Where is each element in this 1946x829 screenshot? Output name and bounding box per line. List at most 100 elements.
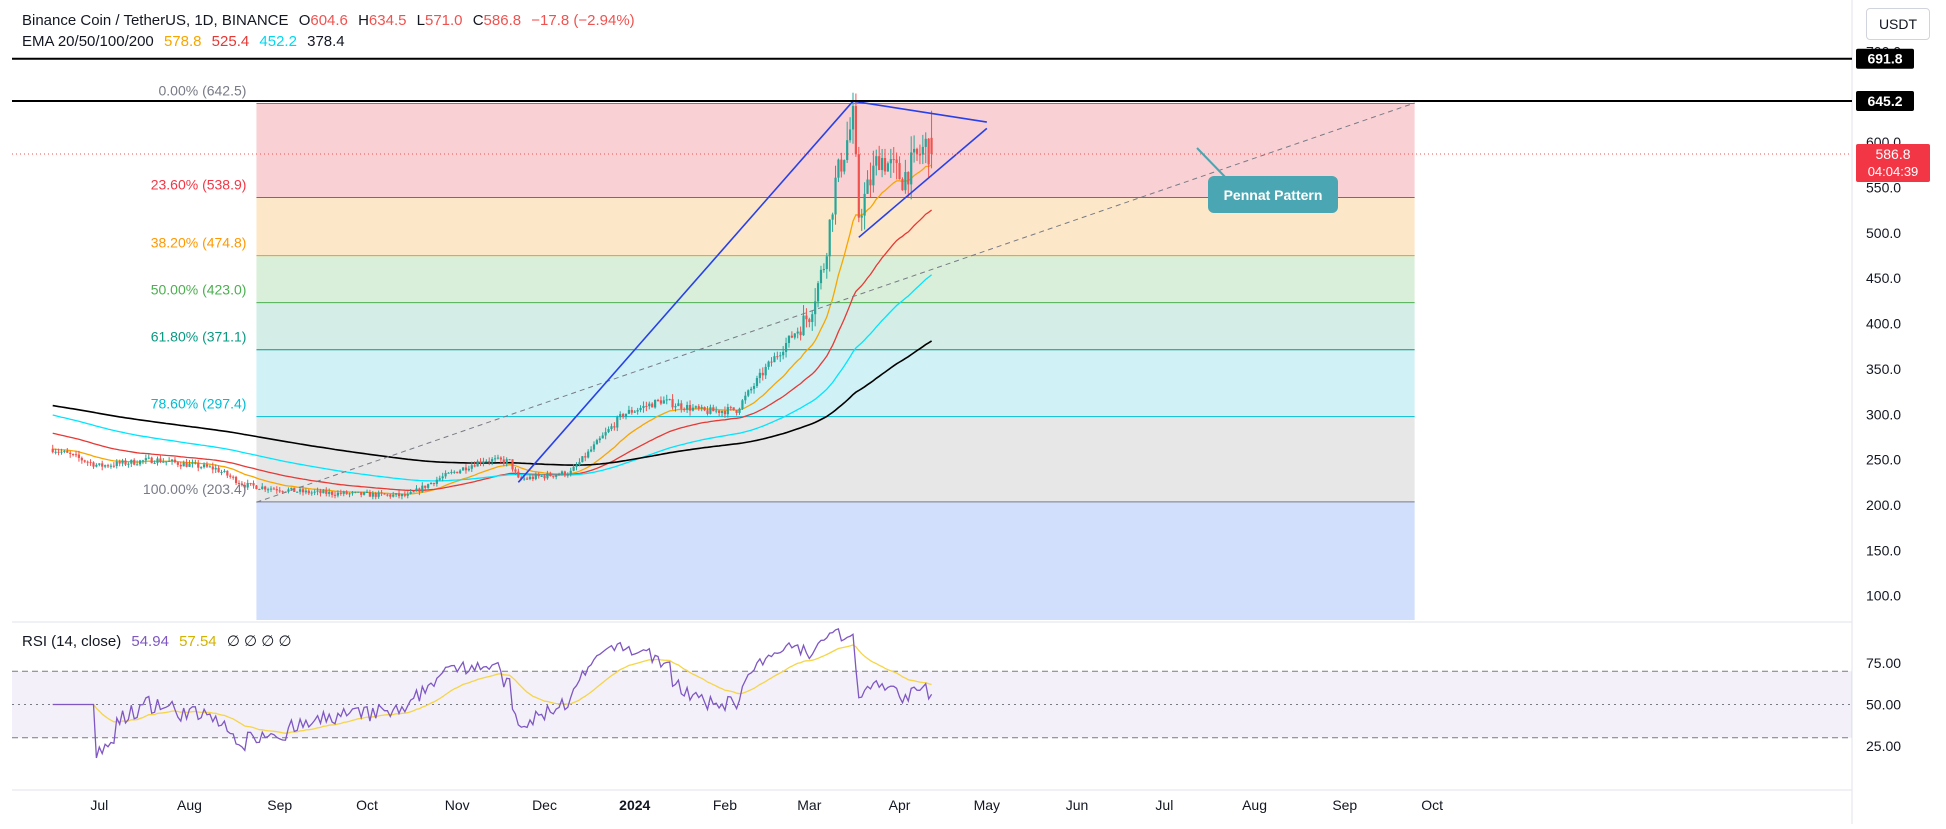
- price-axis[interactable]: 700.0600.0550.0500.0450.0400.0350.0300.0…: [1866, 43, 1901, 603]
- candle: [389, 493, 392, 499]
- pennant-line[interactable]: [858, 127, 988, 238]
- candle: [872, 150, 875, 193]
- candle: [546, 470, 549, 480]
- candle: [360, 491, 363, 498]
- candle: [493, 455, 497, 463]
- candle: [298, 486, 302, 495]
- pennant-callout[interactable]: Pennat Pattern: [1196, 147, 1338, 213]
- candle: [57, 448, 60, 456]
- candle: [459, 469, 462, 474]
- candle: [333, 491, 337, 499]
- candle: [269, 486, 273, 493]
- candle: [616, 415, 619, 432]
- candle: [540, 475, 543, 477]
- countdown-text: 04:04:39: [1868, 164, 1919, 179]
- candle: [354, 491, 357, 494]
- candle: [610, 423, 613, 432]
- candle: [272, 487, 275, 490]
- candle: [799, 326, 802, 341]
- candle: [473, 461, 476, 468]
- candle: [77, 450, 81, 462]
- candle: [656, 398, 660, 402]
- candle: [438, 475, 441, 482]
- rsi-axis[interactable]: 75.00 50.00 25.00: [1866, 655, 1901, 754]
- ema100-value: 452.2: [259, 33, 297, 50]
- fib-zone: [256, 349, 1415, 417]
- candle: [584, 452, 587, 462]
- price-tick-label: 400.0: [1866, 316, 1901, 332]
- candle: [441, 472, 444, 482]
- candle: [176, 461, 179, 468]
- candle: [557, 472, 561, 476]
- candle: [72, 453, 75, 457]
- candle: [313, 489, 316, 496]
- candle: [427, 483, 430, 490]
- candle: [104, 464, 107, 469]
- pennant-line[interactable]: [852, 100, 987, 123]
- candle: [479, 458, 482, 467]
- candle: [709, 404, 712, 415]
- currency-button[interactable]: USDT: [1866, 8, 1930, 40]
- candle: [651, 402, 654, 408]
- candle: [514, 467, 517, 475]
- candle: [572, 464, 575, 472]
- candle: [380, 489, 383, 496]
- candle: [589, 446, 593, 453]
- candle: [659, 396, 663, 406]
- ema50-value: 525.4: [211, 33, 250, 50]
- candle: [837, 158, 840, 183]
- time-tick-label: Sep: [267, 797, 292, 813]
- candle: [630, 406, 633, 415]
- time-tick-label: Sep: [1332, 797, 1357, 813]
- price-tick-label: 550.0: [1866, 179, 1901, 195]
- candle: [488, 457, 491, 466]
- candle: [63, 449, 66, 454]
- candle: [770, 357, 773, 367]
- candle: [819, 265, 823, 290]
- candle: [741, 399, 744, 410]
- candle: [627, 405, 631, 415]
- candle: [415, 485, 418, 492]
- time-tick-label: Apr: [889, 797, 911, 813]
- dashed-trend-line[interactable]: [256, 102, 1415, 503]
- ema-legend[interactable]: EMA 20/50/100/200 578.8 525.4 452.2 378.…: [22, 33, 351, 50]
- candle: [880, 148, 884, 178]
- candle: [814, 288, 817, 327]
- candle: [342, 490, 345, 497]
- horizontal-levels[interactable]: [12, 57, 1852, 102]
- candle: [138, 459, 142, 467]
- impulse-trend-line[interactable]: [517, 100, 854, 483]
- candle: [645, 401, 648, 412]
- time-axis[interactable]: Jul Aug Sep Oct Nov Dec 2024 Feb Mar Apr May Jun Jul…: [90, 797, 1443, 813]
- candle: [301, 486, 305, 496]
- symbol-legend[interactable]: Binance Coin / TetherUS, 1D, BINANCE O60…: [22, 12, 641, 29]
- candle: [208, 464, 211, 468]
- candle: [790, 331, 793, 339]
- candle: [738, 407, 741, 415]
- callout-box[interactable]: [1208, 176, 1338, 213]
- candle: [188, 460, 191, 468]
- candle: [141, 459, 145, 465]
- candle: [712, 404, 715, 412]
- candle: [470, 461, 473, 472]
- candle: [913, 135, 916, 163]
- candle: [118, 459, 121, 467]
- time-tick-label: May: [974, 797, 1000, 813]
- rsi-legend[interactable]: RSI (14, close) 54.94 57.54 ∅ ∅ ∅ ∅: [22, 632, 298, 650]
- candle: [403, 491, 406, 498]
- candle: [691, 404, 695, 412]
- ohlc-close: C586.8: [472, 12, 522, 29]
- candle: [429, 482, 433, 485]
- candle: [179, 461, 182, 470]
- candle: [226, 470, 229, 479]
- candle: [229, 473, 232, 479]
- candle: [261, 483, 264, 490]
- candle: [581, 456, 584, 463]
- time-tick-label: Nov: [445, 797, 470, 813]
- candle: [723, 406, 727, 418]
- candle: [840, 152, 843, 178]
- candle: [680, 400, 683, 413]
- drawings[interactable]: [12, 100, 1852, 503]
